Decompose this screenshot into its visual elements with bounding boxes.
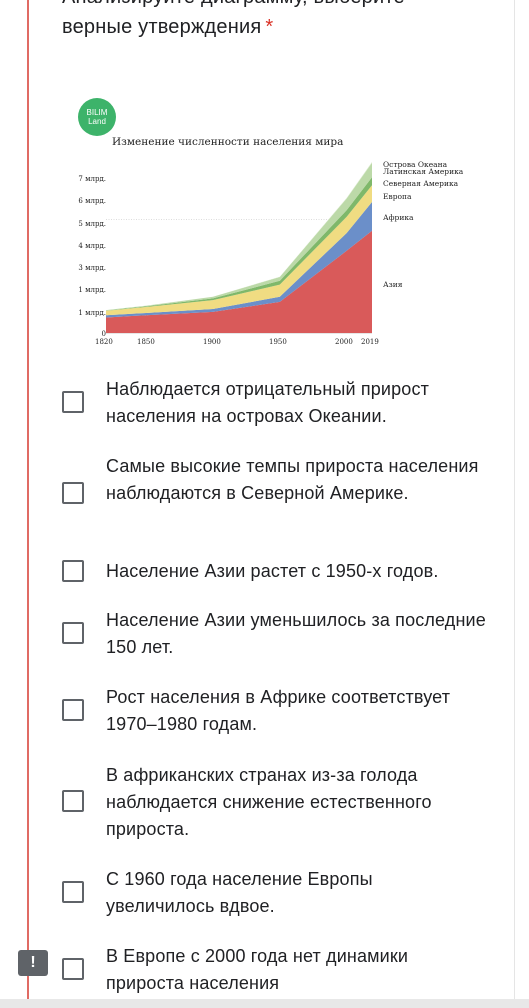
question-title: верные утверждения * — [62, 16, 274, 38]
card-accent-border — [27, 0, 29, 1008]
checkbox[interactable] — [62, 790, 84, 812]
question-title-cut: Анализируйте диаграмму, выберите — [62, 0, 405, 9]
y-tick-label: 6 млрд. — [78, 197, 106, 205]
checkbox[interactable] — [62, 622, 84, 644]
y-tick-label: 1 млрд. — [78, 309, 106, 317]
area-series-3 — [106, 177, 372, 311]
option-label: Население Азии растет с 1950-х годов. — [106, 561, 439, 581]
feedback-icon[interactable]: ! — [18, 950, 48, 976]
y-tick-label: 5 млрд. — [78, 220, 106, 228]
card-right-border — [514, 0, 515, 1008]
checkbox[interactable] — [62, 560, 84, 582]
option-label: С 1960 года население Европы увеличилось… — [106, 869, 373, 916]
x-tick-label: 2019 — [361, 338, 379, 346]
area-series-0 — [106, 230, 372, 333]
checkbox[interactable] — [62, 881, 84, 903]
option-label: Рост населения в Африке соответствует 19… — [106, 687, 451, 734]
x-tick-label: 1850 — [137, 338, 155, 346]
checkbox[interactable] — [62, 391, 84, 413]
bottom-bar — [0, 999, 529, 1008]
x-tick-label: 2000 — [335, 338, 353, 346]
series-label-latin-america: Латинская Америка — [383, 167, 464, 176]
y-tick-label: 4 млрд. — [78, 242, 106, 250]
series-label-asia: Азия — [383, 280, 403, 289]
x-tick-label: 1950 — [269, 338, 287, 346]
y-tick-label: 3 млрд. — [78, 264, 106, 272]
option-label: Наблюдается отрицательный прирост населе… — [106, 379, 429, 426]
y-tick-label: 1 млрд. — [78, 286, 106, 294]
checkbox[interactable] — [62, 699, 84, 721]
option-label: В африканских странах из-за голода наблю… — [106, 765, 432, 839]
population-chart — [106, 162, 372, 334]
bilim-land-logo: BILIM Land — [78, 98, 116, 136]
series-label-africa: Африка — [383, 213, 414, 222]
area-series-4 — [106, 162, 372, 311]
option-label: Самые высокие темпы прироста населения н… — [106, 456, 479, 503]
series-label-europe: Европа — [383, 192, 412, 201]
x-tick-label: 1900 — [203, 338, 221, 346]
chart-title: Изменение численности населения мира — [112, 136, 344, 148]
series-label-north-america: Северная Америка — [383, 179, 459, 188]
area-series-1 — [106, 202, 372, 318]
x-tick-label: 1820 — [95, 338, 113, 346]
area-series-2 — [106, 185, 372, 316]
series-label-oceania: Острова Океана — [383, 160, 448, 169]
y-tick-label: 0 — [101, 330, 106, 338]
option-label: Население Азии уменьшилось за последние … — [106, 610, 486, 657]
checkbox[interactable] — [62, 958, 84, 980]
checkbox[interactable] — [62, 482, 84, 504]
option-label: В Европе с 2000 года нет динамики прирос… — [106, 946, 409, 993]
required-mark: * — [265, 16, 274, 38]
y-tick-label: 7 млрд. — [78, 175, 106, 183]
